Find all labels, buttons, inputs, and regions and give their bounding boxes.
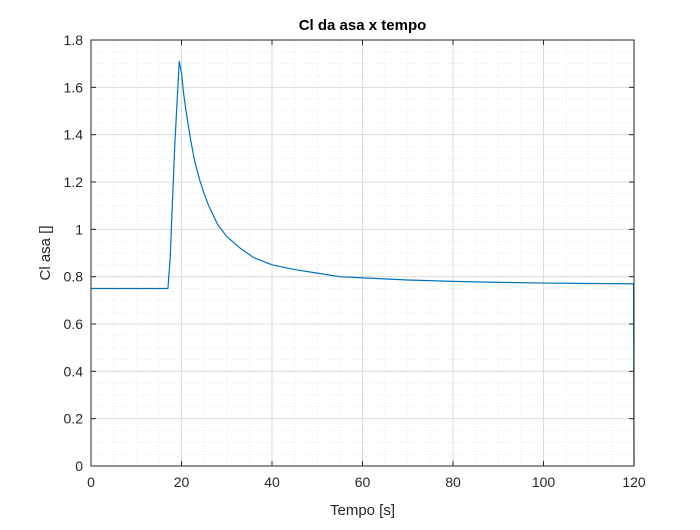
y-tick-label: 1.4 (64, 127, 84, 143)
y-tick-label: 1.6 (64, 79, 84, 95)
x-tick-label: 60 (355, 474, 371, 490)
x-tick-label: 20 (174, 474, 190, 490)
y-tick-label: 1.8 (64, 32, 84, 48)
y-tick-label: 0.4 (64, 363, 84, 379)
x-tick-label: 120 (622, 474, 646, 490)
x-tick-label: 0 (87, 474, 95, 490)
x-tick-label: 80 (445, 474, 461, 490)
tick-marks (90, 39, 635, 467)
y-tick-label: 0 (75, 458, 83, 474)
x-axis-label: Tempo [s] (330, 502, 395, 519)
x-tick-labels: 0 20 40 60 80 100 120 (87, 474, 646, 490)
series-layer (91, 60, 635, 467)
y-tick-label: 0.8 (64, 269, 84, 285)
y-tick-label: 1.2 (64, 174, 84, 190)
chart-title: Cl da asa x tempo (299, 17, 427, 34)
y-tick-label: 1 (75, 221, 83, 237)
y-tick-label: 0.2 (64, 411, 84, 427)
y-tick-labels: 0 0.2 0.4 0.6 0.8 1 1.2 1.4 1.6 1.8 (64, 32, 84, 474)
x-tick-label: 100 (532, 474, 556, 490)
x-tick-label: 40 (264, 474, 280, 490)
y-axis-label: Cl asa [] (37, 225, 54, 280)
series-line (91, 60, 635, 467)
y-tick-label: 0.6 (64, 316, 84, 332)
